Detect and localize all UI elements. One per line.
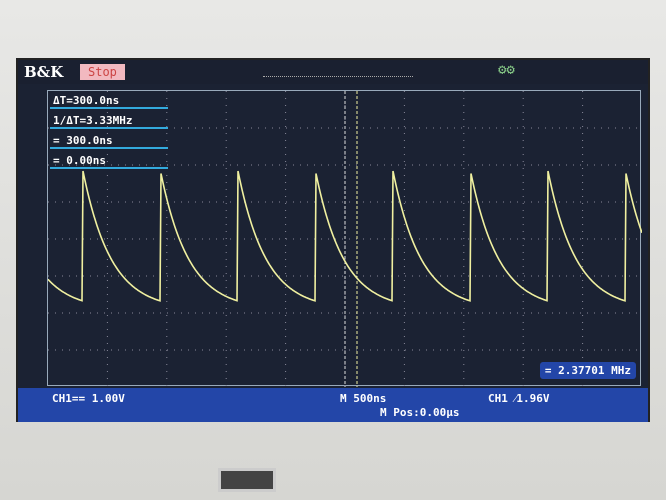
delta-t-readout: ΔT=300.0ns xyxy=(50,94,168,109)
waveform-grid xyxy=(47,90,643,387)
trigger-level: CH1 ⁄1.96V xyxy=(488,392,550,405)
ch1-trace xyxy=(47,170,643,302)
usb-port xyxy=(218,468,276,492)
cursor-b-readout: = 0.00ns xyxy=(50,154,168,169)
ch1-scale: CH1== 1.00V xyxy=(52,392,125,405)
cursor-a-readout: = 300.0ns xyxy=(50,134,168,149)
status-bar: CH1== 1.00V M 500ns M Pos:0.00µs CH1 ⁄1.… xyxy=(18,388,648,422)
timebase: M 500ns xyxy=(340,392,387,405)
top-bar: B&K Stop ⚙⚙ xyxy=(18,60,648,84)
inverse-delta-t-readout: 1/ΔT=3.33MHz xyxy=(50,114,168,129)
oscilloscope-screen: B&K Stop ⚙⚙ ΔT=300.0ns 1/ΔT=3.33MHz = 30… xyxy=(16,58,650,422)
horizontal-position: M Pos:0.00µs xyxy=(380,406,460,419)
brand-logo: B&K xyxy=(24,63,64,81)
run-state-badge: Stop xyxy=(80,64,125,80)
status-icons: ⚙⚙ xyxy=(498,62,515,78)
trigger-position-indicator xyxy=(263,66,413,77)
waveform-display xyxy=(47,91,643,387)
frequency-readout: = 2.37701 MHz xyxy=(539,362,636,379)
